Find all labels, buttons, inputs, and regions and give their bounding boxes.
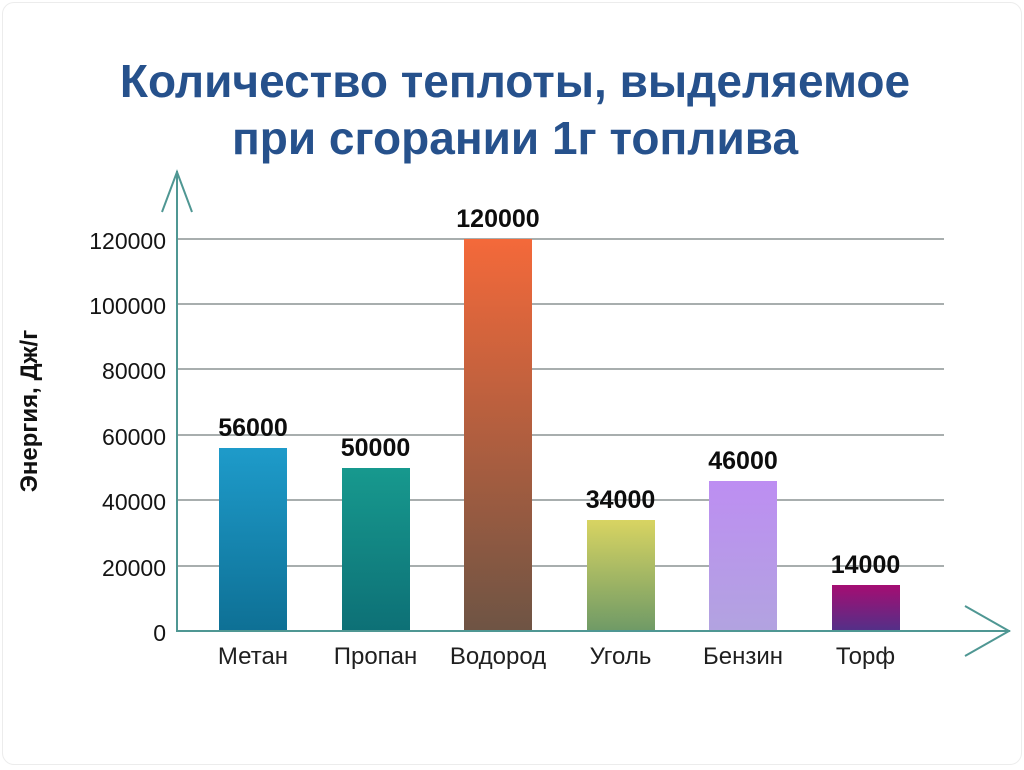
y-tick-label-20000: 20000 (41, 555, 166, 581)
bar-6-Торф (832, 585, 900, 631)
y-tick-label-120000: 120000 (41, 228, 166, 254)
y-tick-label-80000: 80000 (41, 358, 166, 384)
gridline-80000 (178, 368, 944, 370)
bar-1-Метан (219, 448, 287, 631)
bar-value-label-Пропан: 50000 (296, 434, 456, 462)
y-axis-arrow-icon (162, 172, 192, 212)
y-tick-label-60000: 60000 (41, 424, 166, 450)
bar-value-label-Бензин: 46000 (663, 447, 823, 475)
x-axis-arrow-icon (965, 606, 1009, 656)
bar-value-label-Уголь: 34000 (541, 486, 701, 514)
x-category-label-Торф: Торф (786, 643, 946, 671)
bar-value-label-Торф: 14000 (786, 551, 946, 579)
bar-3-Водород (464, 239, 532, 631)
y-tick-label-0: 0 (41, 620, 166, 646)
y-tick-label-40000: 40000 (41, 489, 166, 515)
bar-2-Пропан (342, 468, 410, 632)
y-tick-label-100000: 100000 (41, 293, 166, 319)
bar-value-label-Водород: 120000 (418, 205, 578, 233)
gridline-120000 (178, 238, 944, 240)
y-axis-title: Энергия, Дж/г (16, 330, 44, 492)
gridline-100000 (178, 303, 944, 305)
bar-5-Бензин (709, 481, 777, 631)
bar-4-Уголь (587, 520, 655, 631)
